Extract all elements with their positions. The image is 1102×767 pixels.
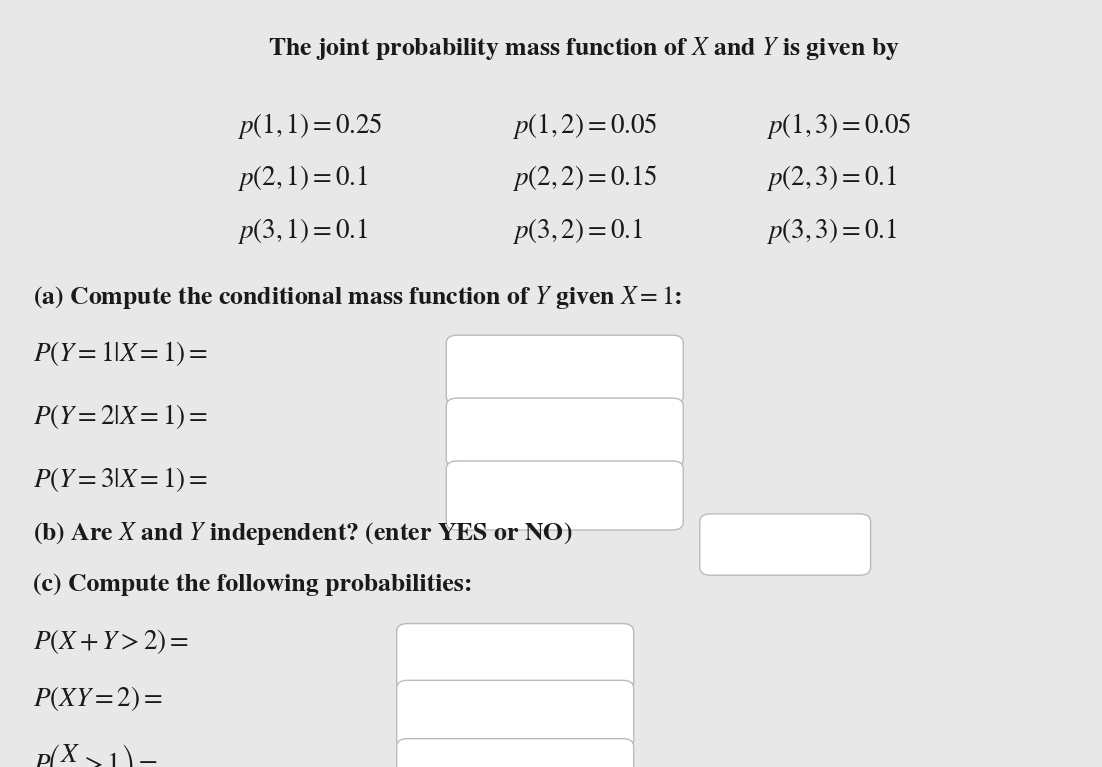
FancyBboxPatch shape [446,398,683,467]
Text: $P(Y = 1|X = 1) =$: $P(Y = 1|X = 1) =$ [33,339,208,368]
Text: $P(Y = 2|X = 1) =$: $P(Y = 2|X = 1) =$ [33,402,208,431]
FancyBboxPatch shape [446,461,683,530]
Text: $p(2, 2) = 0.15$: $p(2, 2) = 0.15$ [512,163,658,193]
Text: $P(X + Y > 2) =$: $P(X + Y > 2) =$ [33,627,188,657]
Text: $p(3, 3) = 0.1$: $p(3, 3) = 0.1$ [766,216,897,245]
Text: $p(1, 1) = 0.25$: $p(1, 1) = 0.25$ [237,111,382,141]
Text: $P\!\left(\dfrac{X}{Y} > 1\right) =$: $P\!\left(\dfrac{X}{Y} > 1\right) =$ [33,742,158,767]
Text: $p(1, 2) = 0.05$: $p(1, 2) = 0.05$ [512,111,658,141]
Text: $P(XY = 2) =$: $P(XY = 2) =$ [33,684,162,713]
Text: (a) Compute the conditional mass function of $Y$ given $X = 1$:: (a) Compute the conditional mass functio… [33,284,682,311]
FancyBboxPatch shape [397,624,634,691]
FancyBboxPatch shape [446,335,683,404]
Text: (c) Compute the following probabilities:: (c) Compute the following probabilities: [33,574,473,596]
Text: $p(2, 3) = 0.1$: $p(2, 3) = 0.1$ [766,163,897,193]
Text: $p(2, 1) = 0.1$: $p(2, 1) = 0.1$ [237,163,368,193]
Text: $p(3, 2) = 0.1$: $p(3, 2) = 0.1$ [512,216,644,245]
Text: The joint probability mass function of $X$ and $Y$ is given by: The joint probability mass function of $… [268,35,900,61]
Text: $p(3, 1) = 0.1$: $p(3, 1) = 0.1$ [237,216,368,245]
Text: (b) Are $X$ and $Y$ independent? (enter YES or NO): (b) Are $X$ and $Y$ independent? (enter … [33,520,572,547]
Text: $P(Y = 3|X = 1) =$: $P(Y = 3|X = 1) =$ [33,465,208,494]
FancyBboxPatch shape [700,514,871,575]
FancyBboxPatch shape [397,739,634,767]
Text: $p(1, 3) = 0.05$: $p(1, 3) = 0.05$ [766,111,911,141]
FancyBboxPatch shape [397,680,634,748]
